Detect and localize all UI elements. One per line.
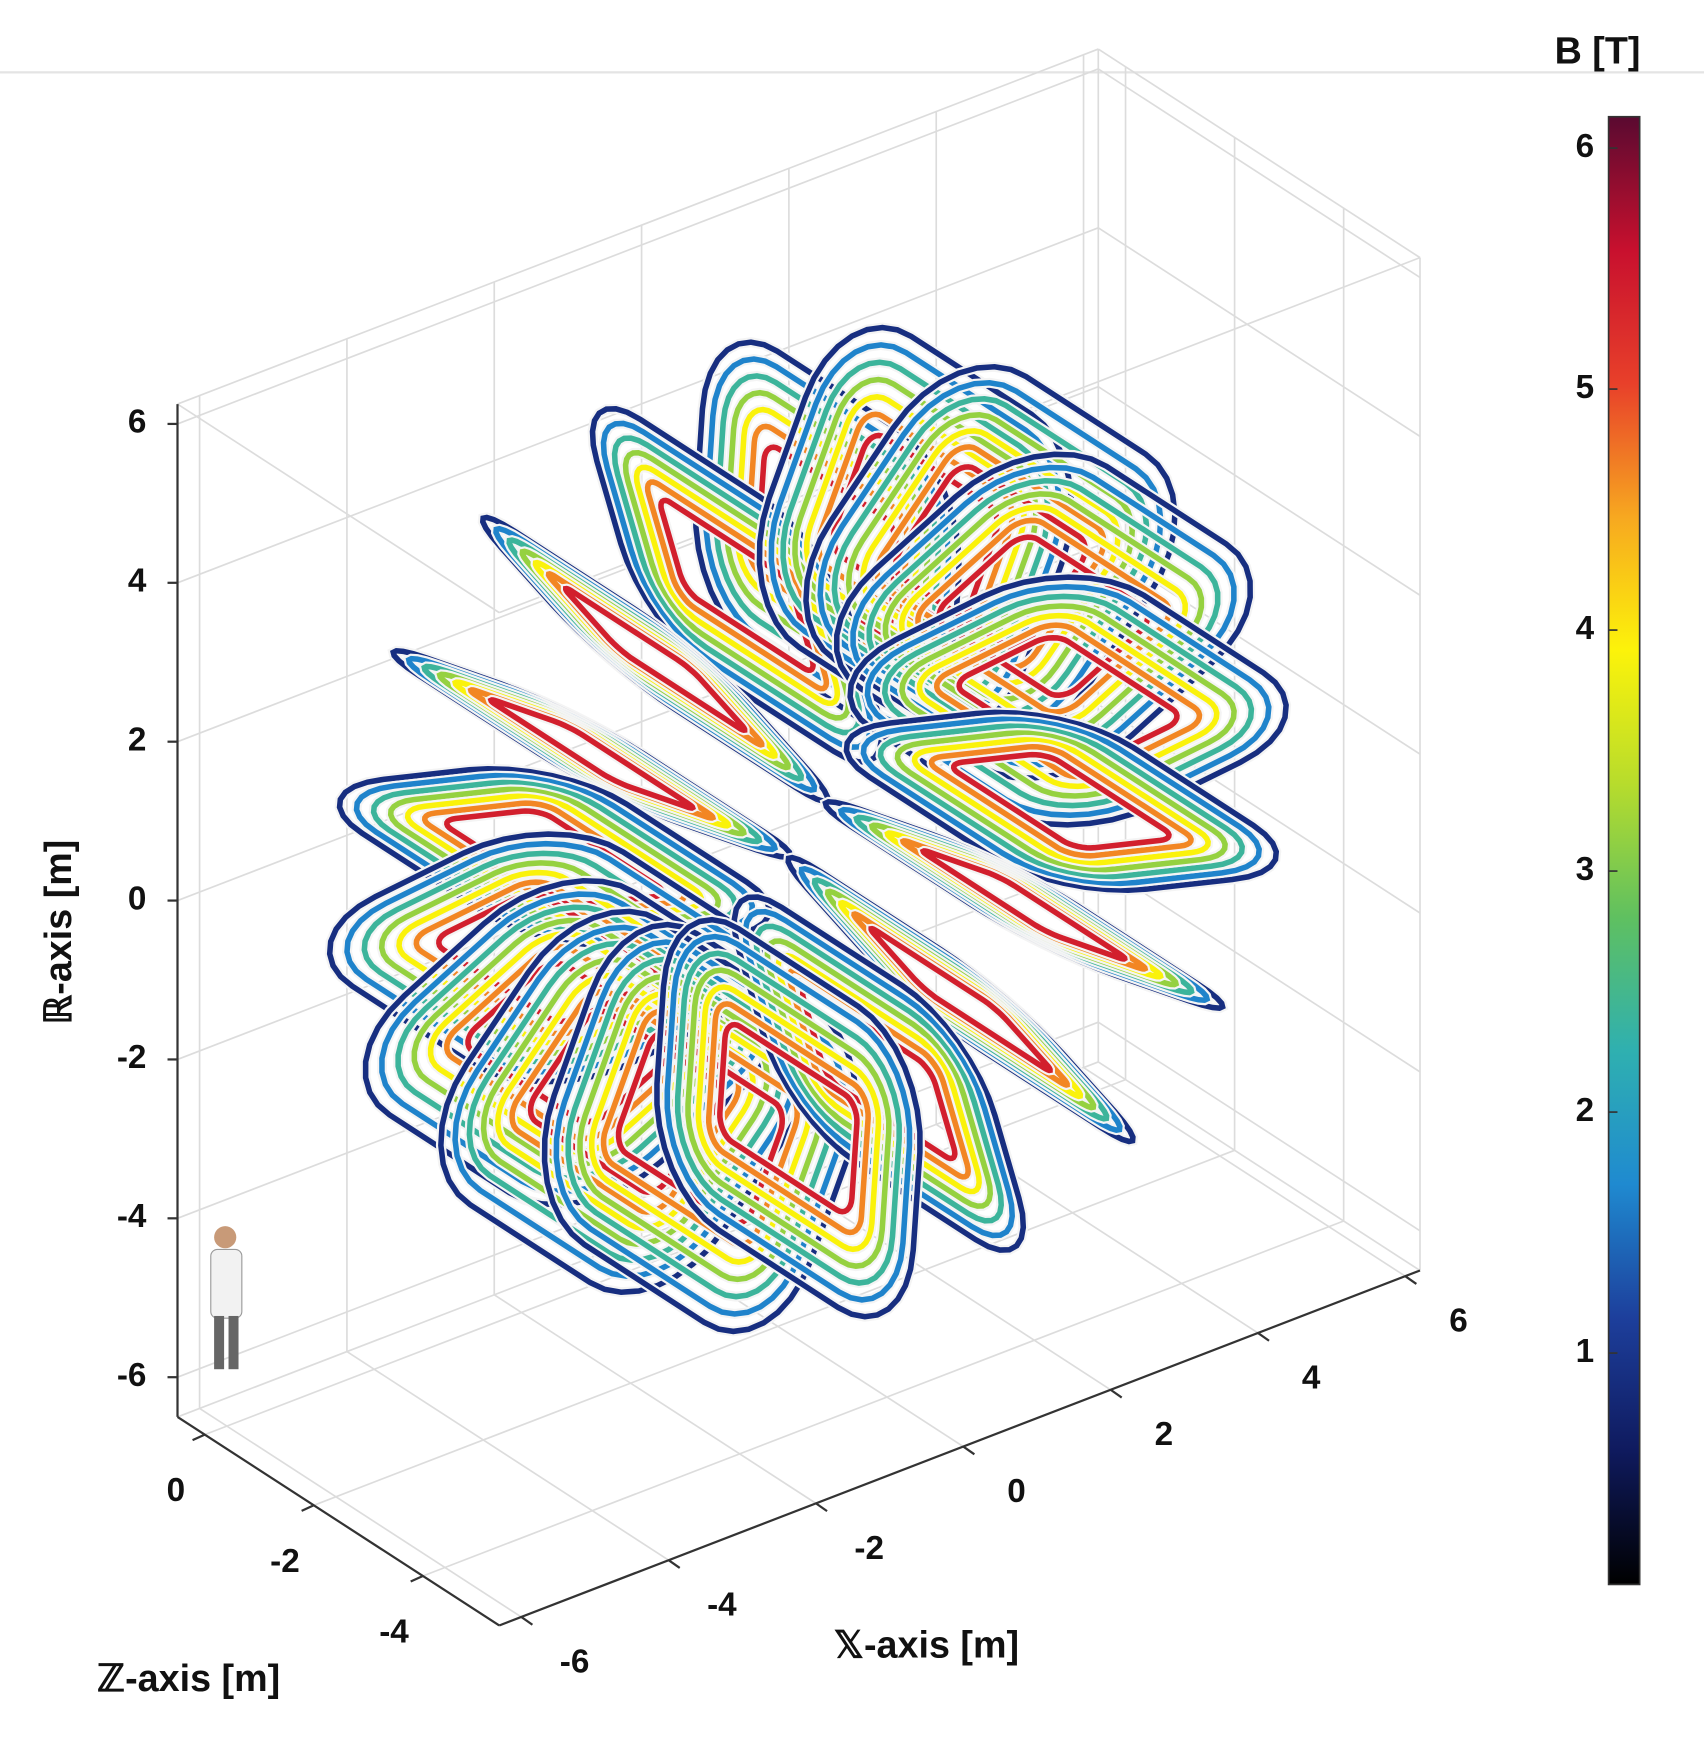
colorbar-tick-label: 1	[1576, 1333, 1595, 1370]
y-tick-label: 6	[128, 404, 147, 441]
grid-line	[1083, 1066, 1406, 1277]
coil-winding	[899, 603, 1237, 799]
coil-winding	[936, 534, 1151, 698]
z-tick	[301, 1504, 315, 1512]
x-tick	[1404, 1275, 1417, 1285]
grid-line	[1097, 385, 1421, 596]
coil	[729, 892, 1029, 1256]
coil-winding	[911, 737, 1211, 866]
coil-winding	[685, 967, 892, 1269]
coil-winding	[915, 517, 1172, 715]
y-tick-label: -2	[117, 1039, 147, 1076]
x-tick	[1257, 1332, 1270, 1342]
grid-line	[199, 1407, 522, 1618]
z-tick-label: 0	[167, 1472, 186, 1509]
grid-line	[1097, 227, 1421, 438]
y-tick-label: 4	[128, 563, 147, 600]
colorbar-tick-label: 4	[1576, 610, 1595, 647]
z-tick	[410, 1574, 424, 1583]
colorbar-tick-label: 6	[1576, 128, 1595, 165]
coil-winding	[868, 925, 1053, 1074]
x-tick-label: 2	[1155, 1416, 1174, 1453]
coil-winding	[706, 1001, 871, 1236]
box-edge	[1097, 1061, 1421, 1272]
z-axis-label: ℤ-axis [m]	[97, 1657, 280, 1699]
grid-line	[177, 227, 1099, 584]
colorbar	[1607, 115, 1641, 1586]
coil	[387, 645, 797, 863]
coil-winding	[674, 950, 902, 1286]
coil-winding	[894, 730, 1228, 873]
coil	[819, 796, 1229, 1014]
coil-winding	[916, 612, 1220, 790]
box-edge	[177, 48, 1099, 405]
y-axis-label: ℝ-axis [m]	[37, 840, 79, 1025]
coil-winding	[919, 848, 1128, 962]
grid-line	[346, 1350, 670, 1561]
x-tick-label: 0	[1007, 1473, 1026, 1510]
colorbar-label: B [T]	[1555, 29, 1641, 71]
coil-winding	[881, 593, 1255, 809]
x-tick-label: -6	[560, 1643, 590, 1680]
x-tick	[668, 1559, 681, 1569]
colorbar-tick-label: 2	[1576, 1092, 1595, 1129]
coil-winding	[487, 697, 696, 811]
x-tick	[815, 1502, 828, 1513]
coil-winding	[877, 723, 1245, 880]
coil-winding	[644, 479, 830, 692]
grid-line	[1097, 862, 1421, 1073]
coil-winding	[563, 585, 748, 734]
axes: -6 -4 -2 0 2 4 6 -6 -4 -2 0 2 4 6 -4 -2 0	[117, 404, 1468, 1681]
coil-winding	[654, 916, 923, 1320]
z-tick-label: -2	[270, 1543, 300, 1580]
y-tick-label: -6	[117, 1357, 147, 1394]
coil	[841, 707, 1282, 896]
y-tick-label: -4	[117, 1198, 147, 1235]
coil-winding	[753, 923, 1004, 1224]
x-tick-label: 6	[1449, 1303, 1468, 1340]
x-tick	[520, 1616, 534, 1626]
grid-line	[1097, 68, 1421, 279]
person-icon	[210, 1226, 243, 1370]
coil	[477, 512, 833, 807]
coil-winding	[742, 908, 1015, 1239]
coil-winding	[928, 743, 1194, 859]
z-tick	[192, 1433, 206, 1442]
grid-line	[177, 68, 1099, 425]
x-tick	[1109, 1388, 1123, 1399]
y-tick-label: 0	[128, 880, 147, 917]
x-axis	[498, 1269, 1421, 1627]
grid-line	[313, 1149, 1235, 1507]
grid-line	[422, 1220, 1344, 1577]
grid-line	[1097, 1021, 1421, 1232]
colorbar-tick-label: 3	[1576, 851, 1595, 888]
coil-winding	[717, 1021, 860, 1215]
coil-winding	[695, 984, 882, 1253]
coils	[324, 322, 1292, 1337]
x-tick-label: -2	[854, 1530, 884, 1567]
x-axis-label: 𝕏-axis [m]	[834, 1624, 1019, 1666]
y-tick-label: 2	[128, 721, 147, 758]
box-edge	[1097, 48, 1421, 259]
x-tick	[962, 1445, 976, 1456]
coil-winding	[933, 622, 1203, 780]
z-tick-label: -4	[379, 1613, 409, 1650]
coil	[651, 914, 925, 1322]
grid-line	[493, 1294, 817, 1505]
x-tick-label: -4	[707, 1587, 737, 1624]
coil-winding	[731, 894, 1027, 1253]
z-axis	[176, 1415, 500, 1627]
coil-winding	[664, 933, 913, 1303]
box-edge	[177, 403, 500, 614]
coil-winding	[860, 716, 1262, 887]
x-tick-label: 4	[1302, 1359, 1321, 1396]
colorbar-tick-label: 5	[1576, 369, 1595, 406]
coil-winding	[950, 751, 1172, 851]
